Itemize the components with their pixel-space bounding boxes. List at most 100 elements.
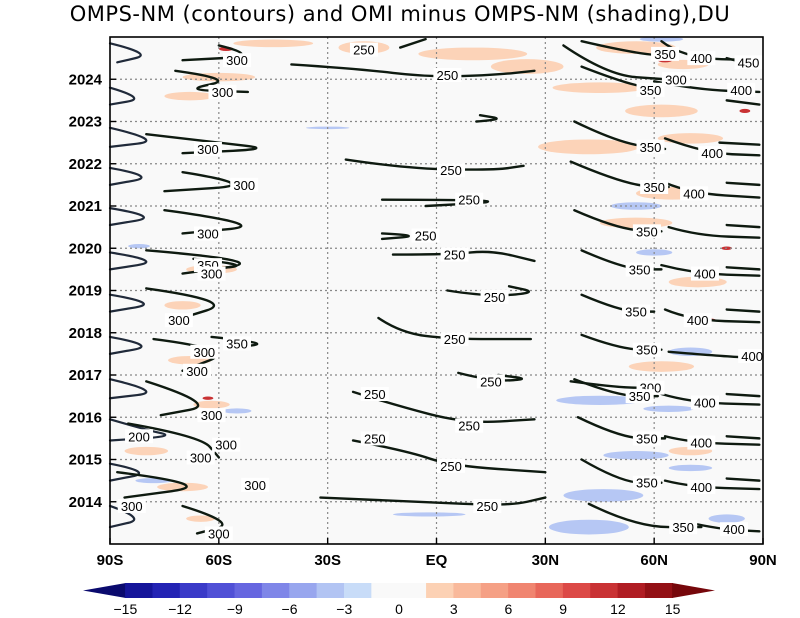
- contour-line-200: [108, 462, 141, 482]
- negative-shading-patch: [639, 36, 684, 42]
- y-tick-label: 2024: [69, 71, 103, 88]
- contour-label-bg: [632, 342, 661, 357]
- colorbar-label: 9: [559, 601, 567, 617]
- contour-line-200: [108, 166, 143, 186]
- colorbar-cell: [207, 583, 236, 598]
- contour-line-200: [108, 251, 148, 271]
- colorbar-cell: [316, 583, 345, 598]
- contour-line-300: [116, 470, 188, 499]
- contour-label: 450: [738, 55, 760, 70]
- contour-label: 250: [440, 163, 462, 178]
- contour-label: 250: [458, 419, 480, 434]
- contour-label: 300: [208, 526, 230, 541]
- colorbar-label: 0: [395, 601, 403, 617]
- contour-line-450: [725, 223, 761, 229]
- contour-label-bg: [651, 46, 680, 61]
- contour-label-bg: [125, 429, 154, 444]
- contour-label-bg: [632, 224, 661, 239]
- positive-shading-patch: [538, 139, 640, 155]
- colorbar-cell: [179, 583, 208, 598]
- positive-shading-patch: [186, 515, 216, 522]
- contour-label: 350: [629, 262, 651, 277]
- colorbar-cell: [644, 583, 673, 598]
- contour-line-250: [446, 285, 531, 297]
- colorbar-cell: [480, 583, 509, 598]
- y-tick-label: 2020: [69, 240, 102, 257]
- y-tick-label: 2014: [69, 494, 103, 511]
- colorbar-label: 15: [665, 601, 681, 617]
- contour-line-250: [351, 439, 547, 474]
- contour-label: 250: [364, 431, 386, 446]
- contour-label: 350: [625, 305, 647, 320]
- contour-label: 300: [186, 364, 208, 379]
- colorbar-cell: [562, 583, 591, 598]
- contour-label: 250: [444, 332, 466, 347]
- contour-line-450: [725, 266, 761, 271]
- positive-shading-patch: [157, 482, 208, 492]
- contour-line-400: [667, 225, 761, 239]
- colorbar-cell: [125, 583, 154, 598]
- colorbar-cell: [234, 583, 263, 598]
- colorbar-cell: [371, 583, 400, 598]
- contour-line-450: [725, 477, 761, 482]
- shading-layer: [124, 36, 751, 535]
- contour-line-200: [108, 293, 145, 313]
- contour-label: 300: [244, 478, 266, 493]
- contour-label: 300: [665, 72, 687, 87]
- contour-label: 350: [636, 343, 658, 358]
- contour-label-bg: [683, 313, 712, 328]
- contour-label-bg: [437, 458, 466, 473]
- y-tick-label: 2023: [69, 114, 102, 131]
- contour-label-bg: [698, 146, 727, 161]
- contour-label-bg: [212, 437, 241, 452]
- contour-label-bg: [208, 84, 237, 99]
- x-tick-label: EQ: [426, 552, 448, 569]
- contour-line-200: [108, 504, 136, 529]
- contour-line-300: [126, 422, 221, 459]
- colorbar-cell: [672, 583, 715, 598]
- contour-line-250: [319, 496, 547, 506]
- contour-label: 400: [690, 480, 712, 495]
- contour-line-450: [725, 435, 761, 440]
- contour-label: 400: [683, 186, 705, 201]
- contour-label-bg: [480, 289, 509, 304]
- contour-label: 400: [690, 436, 712, 451]
- contour-line-300: [163, 209, 243, 235]
- negative-shading-patch: [128, 244, 150, 249]
- contour-line-200: [108, 378, 148, 400]
- contour-label-bg: [640, 179, 669, 194]
- colorbar-cell: [508, 583, 537, 598]
- contour-line-250: [380, 232, 410, 241]
- contour-label: 400: [687, 313, 709, 328]
- negative-shading-patch: [708, 514, 745, 523]
- contour-line-300: [145, 380, 200, 417]
- contour-label: 400: [694, 395, 716, 410]
- contour-line-200: [108, 335, 143, 355]
- contour-label-bg: [625, 262, 654, 277]
- contour-label: 300: [215, 438, 237, 453]
- x-tick-label: 90N: [749, 552, 777, 569]
- contour-label: 350: [640, 83, 662, 98]
- contour-label-bg: [440, 332, 469, 347]
- contour-label-bg: [411, 228, 440, 243]
- colorbar-cell: [535, 583, 564, 598]
- contour-label-bg: [164, 313, 193, 328]
- contour-label: 400: [741, 349, 763, 364]
- contour-label: 300: [197, 142, 219, 157]
- contour-line-250: [475, 113, 498, 123]
- contour-label: 350: [636, 431, 658, 446]
- positive-shading-patch: [124, 446, 169, 456]
- colorbar: −15 −12 −9 −6 −3 0 3 6 9 12 15: [83, 583, 715, 617]
- y-tick-label: 2016: [69, 409, 102, 426]
- contour-label-bg: [476, 374, 505, 389]
- contour-label-bg: [437, 163, 466, 178]
- x-tick-label: 30S: [314, 552, 341, 569]
- axis-ticks: 90S 60S 30S EQ 30N 60N 90N 2014 2015 2016 2017 2018…: [69, 71, 777, 569]
- contour-label-bg: [222, 53, 251, 68]
- contour-label-bg: [349, 42, 378, 57]
- contour-label: 400: [701, 146, 723, 161]
- negative-shading-patch: [563, 489, 644, 502]
- colorbar-label: −6: [282, 601, 298, 617]
- contour-label: 250: [476, 499, 498, 514]
